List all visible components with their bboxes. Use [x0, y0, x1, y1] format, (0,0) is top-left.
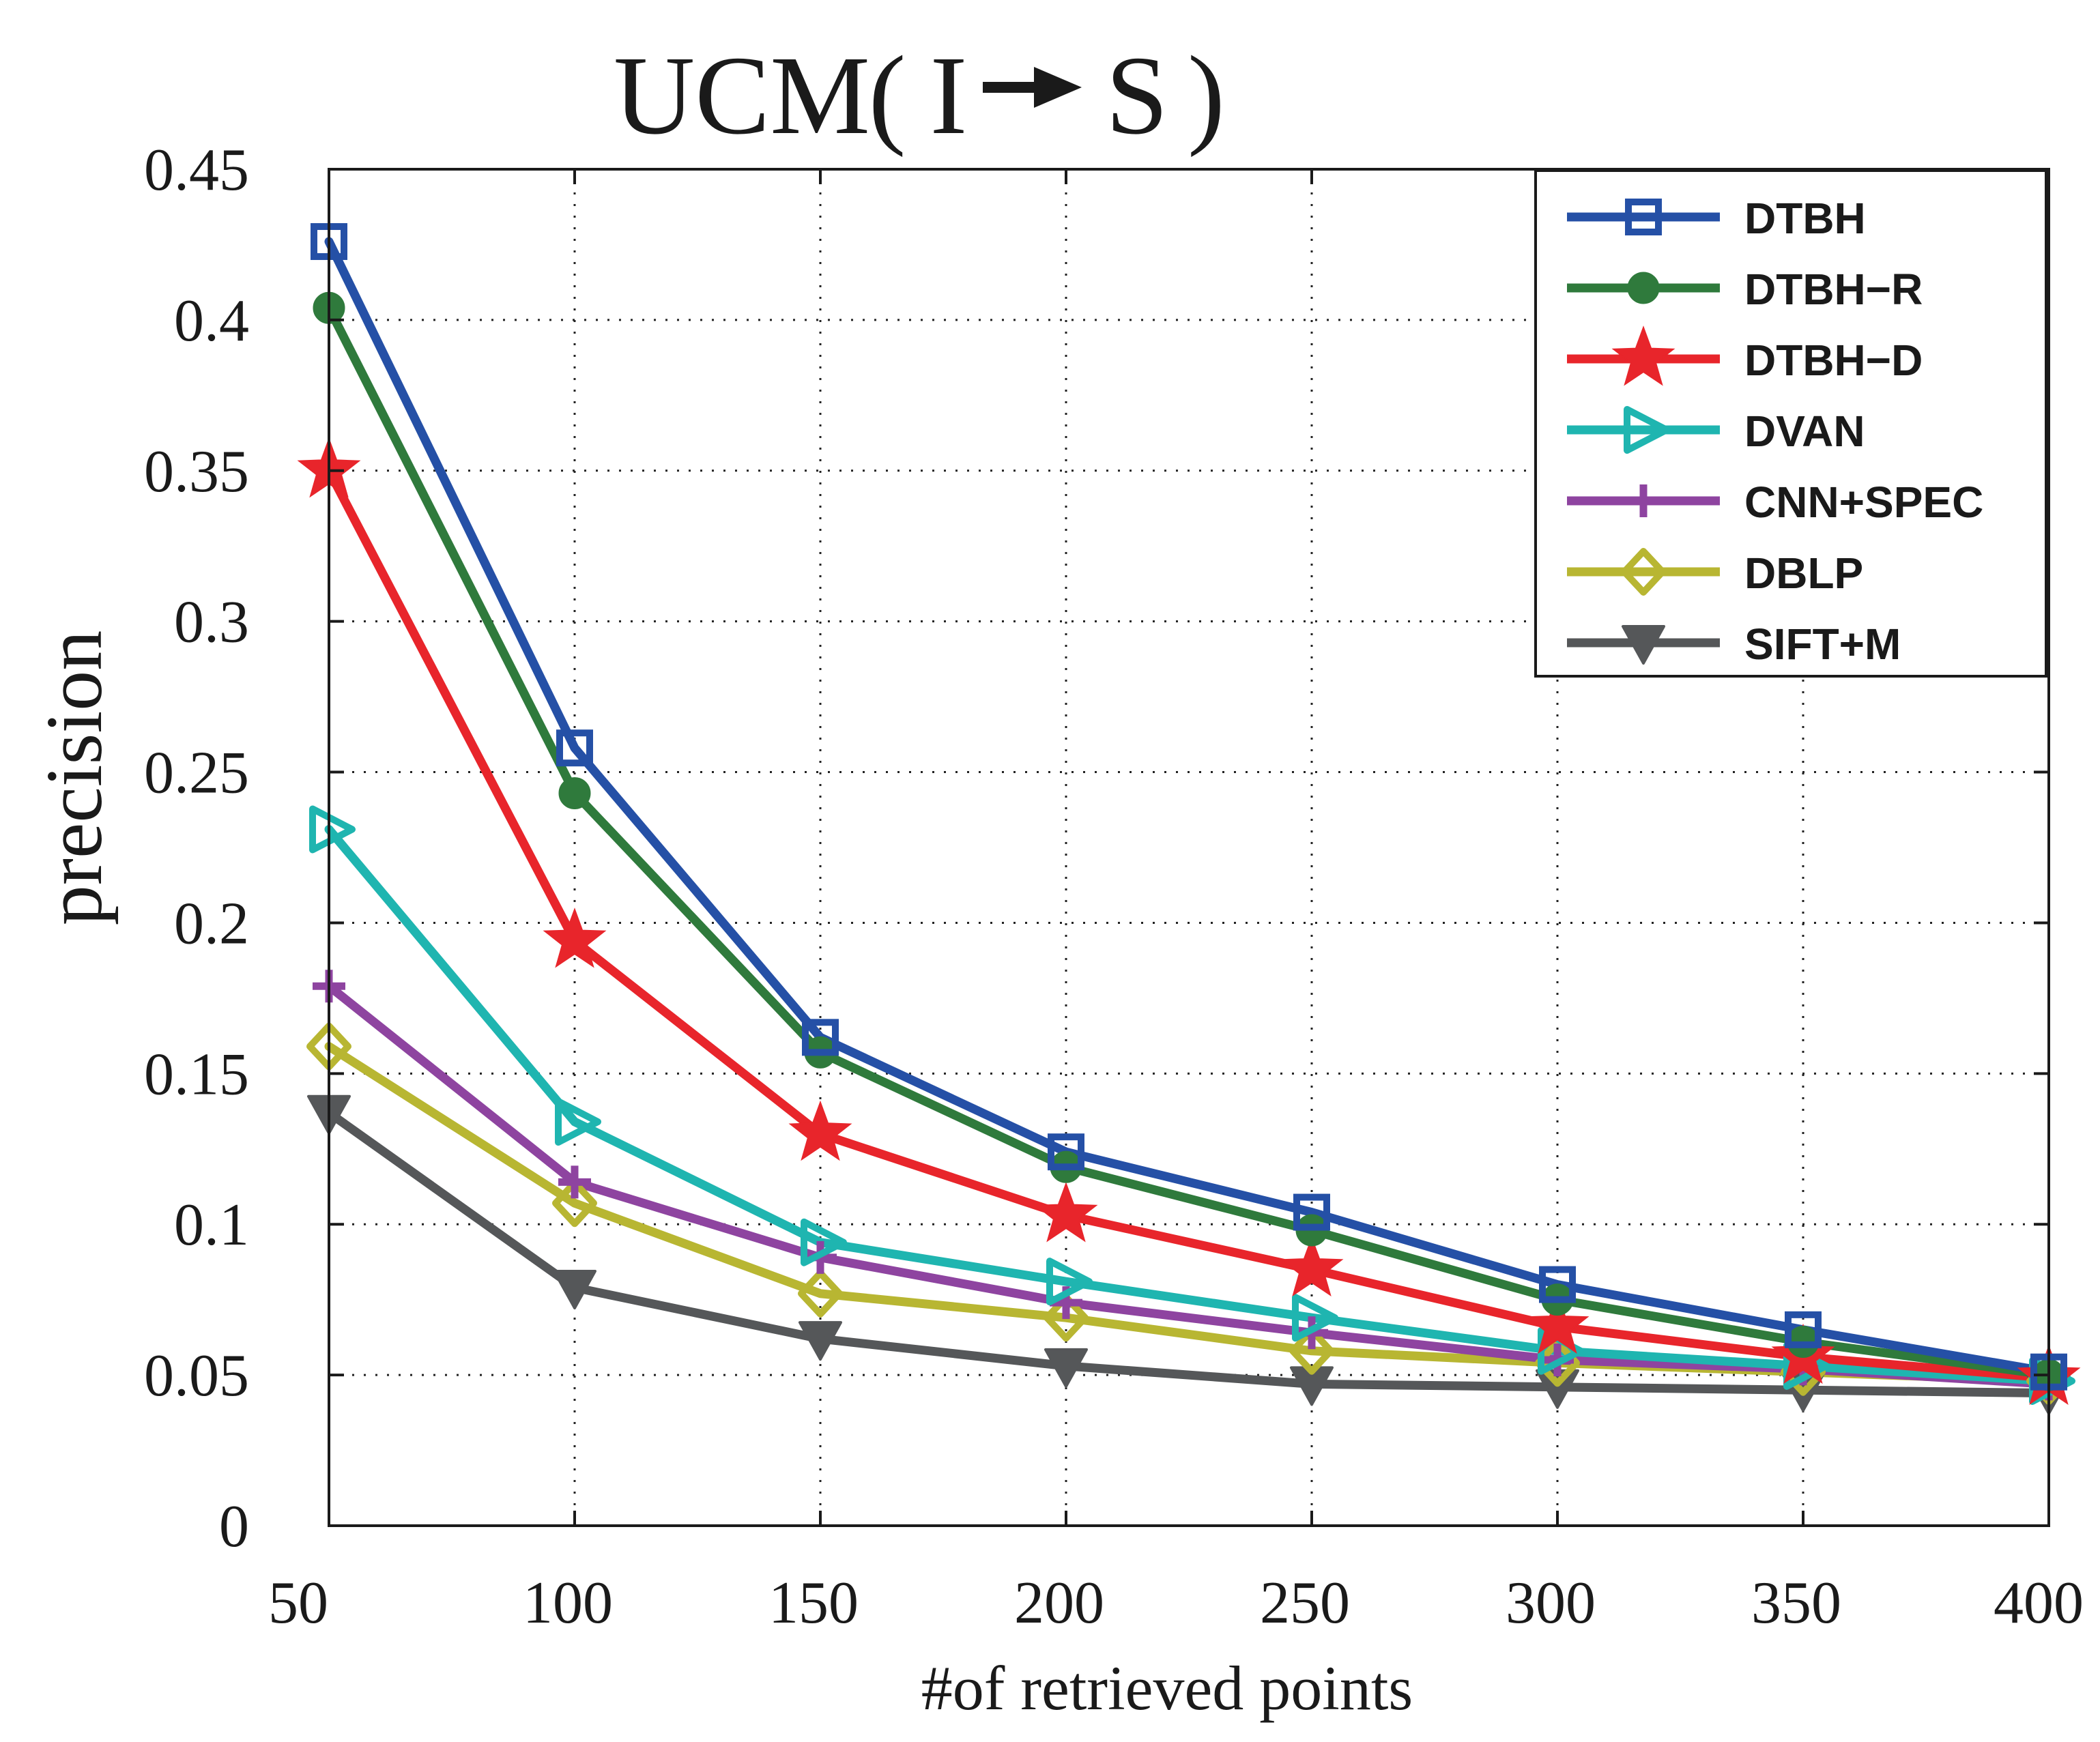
data-point-dvan — [555, 1098, 601, 1146]
data-point-dtbh — [556, 729, 593, 767]
data-point-dtbh-d — [1525, 1293, 1590, 1354]
legend-label: DTBH−D — [1744, 336, 1923, 385]
y-tick-label: 0.05 — [144, 1343, 249, 1409]
chart-title: UCM ( I S ) — [614, 33, 1225, 158]
data-point-dblp — [1289, 1326, 1334, 1375]
data-point-dblp — [798, 1269, 843, 1318]
y-tick-label: 0.4 — [174, 288, 249, 354]
legend-marker — [1625, 199, 1662, 235]
title-from: I — [930, 33, 968, 158]
y-tick-label: 0.1 — [174, 1192, 249, 1258]
legend-label: SIFT+M — [1744, 620, 1901, 669]
x-tick-label: 400 — [1994, 1570, 2084, 1636]
data-point-dvan — [1046, 1258, 1093, 1306]
title-to: S — [1106, 33, 1168, 158]
x-axis-ticks: 50 100 150 200 250 300 350 400 — [268, 169, 2084, 1636]
data-point-sift-m — [1044, 1348, 1088, 1388]
data-point-dtbh — [1539, 1266, 1576, 1303]
y-tick-label: 0.25 — [144, 740, 249, 807]
data-point-dtbh-d — [1034, 1182, 1098, 1243]
data-point-dtbh — [802, 1019, 839, 1056]
legend-marker — [1624, 406, 1670, 454]
data-point-dtbh — [1293, 1193, 1330, 1231]
y-tick-label: 0.3 — [174, 590, 249, 656]
x-tick-label: 200 — [1014, 1570, 1104, 1636]
x-axis-label: #of retrieved points — [921, 1653, 1413, 1723]
legend-item-dtbh-r: DTBH−R — [1567, 265, 1923, 314]
x-tick-label: 150 — [768, 1570, 859, 1636]
title-main: UCM — [614, 33, 870, 158]
legend-item-cnn-spec: CNN+SPEC — [1567, 478, 1983, 527]
data-point-dvan — [1292, 1294, 1338, 1342]
legend-marker — [1627, 272, 1660, 304]
series-line-dtbh — [324, 237, 2054, 1377]
data-point-dtbh — [1785, 1311, 1822, 1348]
legend-label: DTBH — [1744, 194, 1866, 243]
y-axis-label: precision — [29, 630, 119, 926]
series-line-dvan — [324, 825, 2054, 1386]
data-point-dblp — [1044, 1294, 1089, 1342]
legend-item-dtbh: DTBH — [1567, 194, 1866, 243]
x-tick-label: 300 — [1506, 1570, 1596, 1636]
data-point-sift-m — [799, 1321, 842, 1361]
series-line-sift-m — [324, 1108, 2054, 1398]
legend-marker — [1622, 625, 1665, 665]
data-point-dblp — [552, 1179, 597, 1228]
data-point-dtbh-d — [1280, 1236, 1344, 1297]
plot-area-frame — [328, 168, 2050, 1527]
legend-item-dvan: DVAN — [1567, 406, 1865, 456]
data-point-dtbh — [1048, 1133, 1084, 1171]
data-point-dtbh-d — [543, 908, 607, 968]
x-tick-label: 350 — [1751, 1570, 1841, 1636]
legend-label: CNN+SPEC — [1744, 478, 1983, 527]
legend-label: DBLP — [1744, 549, 1863, 598]
data-point-cnn-spec — [558, 1165, 591, 1199]
series-markers — [297, 223, 2081, 1415]
legend-item-sift-m: SIFT+M — [1567, 620, 1901, 669]
legend-marker — [1627, 484, 1660, 517]
y-axis-ticks: 0 0.05 0.1 0.15 0.2 0.25 0.3 0.35 0.4 0.45 — [144, 137, 2049, 1560]
y-tick-label: 0 — [219, 1494, 249, 1560]
x-tick-label: 50 — [268, 1570, 328, 1636]
data-point-dtbh-r — [558, 776, 591, 809]
legend-label: DTBH−R — [1744, 265, 1923, 314]
legend-item-dblp: DBLP — [1567, 548, 1863, 598]
title-paren-open: ( — [869, 33, 906, 158]
y-tick-label: 0.45 — [144, 137, 249, 203]
data-point-dtbh-d — [788, 1100, 852, 1161]
legend-marker — [1611, 325, 1675, 386]
data-point-sift-m — [553, 1269, 596, 1309]
series-lines — [324, 237, 2054, 1398]
title-arrow-icon — [983, 67, 1082, 108]
x-tick-label: 100 — [523, 1570, 613, 1636]
x-tick-label: 250 — [1260, 1570, 1350, 1636]
legend-marker — [1621, 548, 1666, 596]
title-paren-close: ) — [1188, 33, 1225, 158]
legend-item-dtbh-d: DTBH−D — [1567, 325, 1923, 386]
y-tick-label: 0.35 — [144, 439, 249, 505]
series-line-dtbh-d — [324, 466, 2054, 1382]
series-line-dtbh-r — [324, 303, 2054, 1380]
data-point-dvan — [801, 1218, 847, 1266]
y-tick-label: 0.2 — [174, 890, 249, 957]
y-tick-label: 0.15 — [144, 1041, 249, 1107]
legend-label: DVAN — [1744, 407, 1865, 456]
legend-box — [1534, 169, 2047, 678]
legend: DTBH DTBH−R DTBH−D DVAN CNN+SPEC DBLP SIFT+M — [1534, 169, 2047, 678]
data-point-dvan — [309, 805, 356, 854]
